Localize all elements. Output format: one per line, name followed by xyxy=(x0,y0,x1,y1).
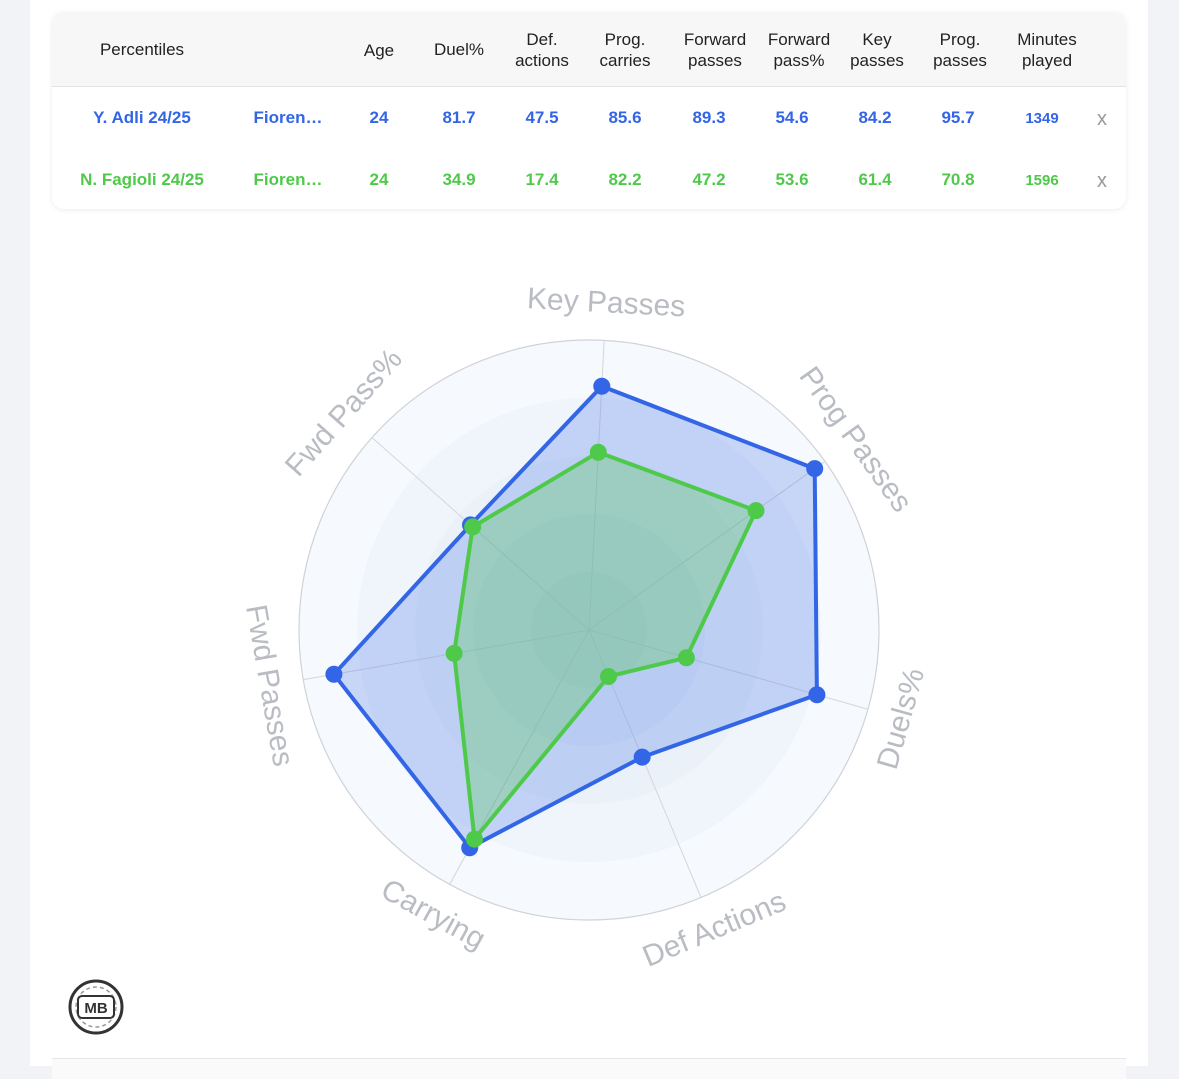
header-prog-passes[interactable]: Prog. passes xyxy=(933,29,987,71)
minutes-value: 1349 xyxy=(1025,110,1059,127)
header-key-passes[interactable]: Key passes xyxy=(850,29,904,71)
header-forward-passes-line1: Forward xyxy=(683,30,747,49)
header-def-actions[interactable]: Def. actions xyxy=(515,29,569,71)
prog-carries-value: 82.2 xyxy=(608,170,642,189)
key-passes-value: 84.2 xyxy=(858,108,892,127)
radar-point xyxy=(466,830,483,848)
header-age[interactable]: Age xyxy=(363,41,395,60)
radar-axis-label: Duels% xyxy=(871,664,931,772)
team-name[interactable]: Fioren… xyxy=(253,108,323,127)
table-header: Percentiles Age Duel% Def. actions Prog.… xyxy=(52,12,1126,87)
header-key-passes-line1: Key xyxy=(862,30,892,49)
radar-point xyxy=(747,502,765,520)
svg-text:MB: MB xyxy=(84,1000,107,1017)
minutes-value: 1596 xyxy=(1025,172,1059,189)
radar-point xyxy=(600,668,617,685)
radar-point xyxy=(633,748,651,766)
header-prog-passes-line1: Prog. xyxy=(939,30,981,49)
key-passes-value: 61.4 xyxy=(858,170,892,189)
header-forward-pass-pct-line2: pass% xyxy=(773,51,825,70)
duel-value: 81.7 xyxy=(442,108,476,127)
radar-series-area xyxy=(452,450,758,842)
header-percentiles[interactable]: Percentiles xyxy=(99,40,185,59)
forward-passes-value: 89.3 xyxy=(692,108,726,127)
age-value: 24 xyxy=(369,170,389,189)
radar-point xyxy=(589,443,607,461)
def-actions-value: 47.5 xyxy=(525,108,559,127)
header-key-passes-line2: passes xyxy=(850,51,904,70)
header-prog-passes-line2: passes xyxy=(933,51,987,70)
mb-logo-icon: MB xyxy=(68,979,124,1035)
header-minutes-played-line2: played xyxy=(1021,51,1073,70)
player-name[interactable]: Y. Adli 24/25 xyxy=(93,108,191,127)
header-forward-passes[interactable]: Forward passes xyxy=(684,29,746,71)
radar-point xyxy=(325,665,343,683)
radar-point xyxy=(464,518,482,536)
header-forward-passes-line2: passes xyxy=(688,51,742,70)
def-actions-value: 17.4 xyxy=(525,170,559,189)
radar-axis-label: Key Passes xyxy=(526,282,686,323)
age-value: 24 xyxy=(369,108,389,127)
prog-passes-value: 95.7 xyxy=(941,108,975,127)
team-name[interactable]: Fioren… xyxy=(253,170,323,189)
header-duel[interactable]: Duel% xyxy=(433,40,485,59)
header-def-actions-line2: actions xyxy=(515,51,569,70)
header-minutes-played[interactable]: Minutes played xyxy=(1017,29,1077,71)
header-forward-pass-pct[interactable]: Forward pass% xyxy=(768,29,830,71)
radar-point xyxy=(445,644,463,662)
remove-row-button[interactable]: x xyxy=(1097,170,1107,192)
header-prog-carries[interactable]: Prog. carries xyxy=(599,29,650,71)
prog-carries-value: 85.6 xyxy=(608,108,642,127)
player-name[interactable]: N. Fagioli 24/25 xyxy=(80,170,204,189)
header-forward-pass-pct-line1: Forward xyxy=(767,30,831,49)
header-minutes-played-line1: Minutes xyxy=(1017,30,1077,49)
radar-spoke xyxy=(371,437,590,631)
header-prog-carries-line1: Prog. xyxy=(604,30,646,49)
radar-point xyxy=(677,649,695,667)
forward-pass-pct-value: 54.6 xyxy=(775,108,809,127)
radar-point xyxy=(806,460,824,478)
remove-row-button[interactable]: x xyxy=(1097,108,1107,130)
forward-pass-pct-value: 53.6 xyxy=(775,170,809,189)
header-def-actions-line1: Def. xyxy=(526,30,558,49)
radar-axis-label: Fwd Passes xyxy=(239,602,300,769)
radar-spoke xyxy=(588,460,826,631)
next-card xyxy=(52,1058,1126,1079)
percentiles-table: Percentiles Age Duel% Def. actions Prog.… xyxy=(52,12,1126,209)
forward-passes-value: 47.2 xyxy=(692,170,726,189)
header-prog-carries-line2: carries xyxy=(599,51,651,70)
prog-passes-value: 70.8 xyxy=(941,170,975,189)
radar-series-area xyxy=(331,384,819,850)
duel-value: 34.9 xyxy=(442,170,476,189)
radar-point xyxy=(593,377,611,395)
radar-point xyxy=(808,686,826,704)
